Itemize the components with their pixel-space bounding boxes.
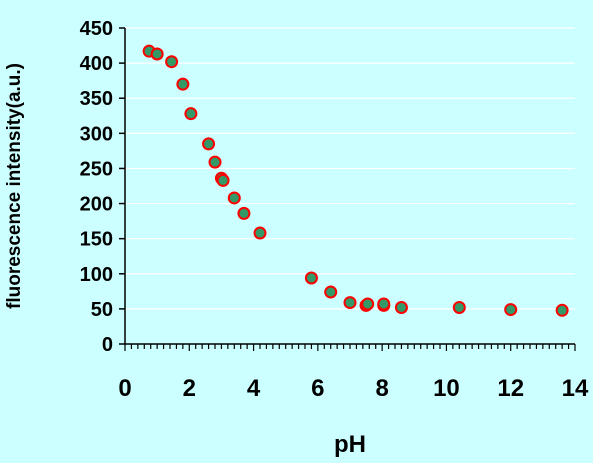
y-tick-label: 250: [80, 158, 113, 180]
gridlines: [125, 27, 575, 310]
y-tick-label: 0: [102, 334, 113, 356]
data-point: [216, 173, 230, 187]
y-tick-label: 300: [80, 123, 113, 145]
y-tick-label: 200: [80, 194, 113, 216]
x-tick-labels: 0 2 4 6 8 10 12 14: [118, 375, 589, 402]
data-point: [504, 303, 518, 317]
y-tick-label: 350: [80, 88, 113, 110]
data-point: [237, 206, 251, 220]
data-point: [184, 107, 198, 121]
data-point: [394, 300, 408, 314]
x-tick-label: 4: [247, 375, 261, 402]
y-tick-label: 100: [80, 264, 113, 286]
y-tick-label: 450: [80, 18, 113, 40]
x-tick-label: 8: [375, 375, 388, 402]
data-point: [165, 55, 179, 69]
y-tick-label: 50: [91, 299, 113, 321]
x-tick-label: 14: [562, 375, 589, 402]
data-point: [208, 155, 222, 169]
y-tick-label: 150: [80, 229, 113, 251]
x-axis-title: pH: [334, 431, 366, 458]
data-point: [555, 303, 569, 317]
y-tick-label: 400: [80, 53, 113, 75]
data-point: [304, 271, 318, 285]
data-point: [227, 191, 241, 205]
x-tick-label: 0: [118, 375, 131, 402]
data-point: [150, 47, 164, 61]
x-tick-label: 6: [311, 375, 324, 402]
data-point: [202, 137, 216, 151]
tick-marks: [119, 27, 576, 351]
x-tick-label: 2: [183, 375, 196, 402]
data-point: [343, 296, 357, 310]
data-point: [452, 300, 466, 314]
x-tick-label: 10: [433, 375, 460, 402]
data-point: [176, 77, 190, 91]
data-point: [377, 297, 391, 311]
data-points: [142, 44, 569, 317]
data-point: [324, 285, 338, 299]
x-tick-label: 12: [497, 375, 524, 402]
y-tick-labels: 0 50 100 150 200 250 300 350 400 450: [80, 18, 113, 356]
y-axis-title: fluorescence intensity(a.u.): [4, 63, 25, 309]
data-point: [253, 226, 267, 240]
data-point: [361, 297, 375, 311]
